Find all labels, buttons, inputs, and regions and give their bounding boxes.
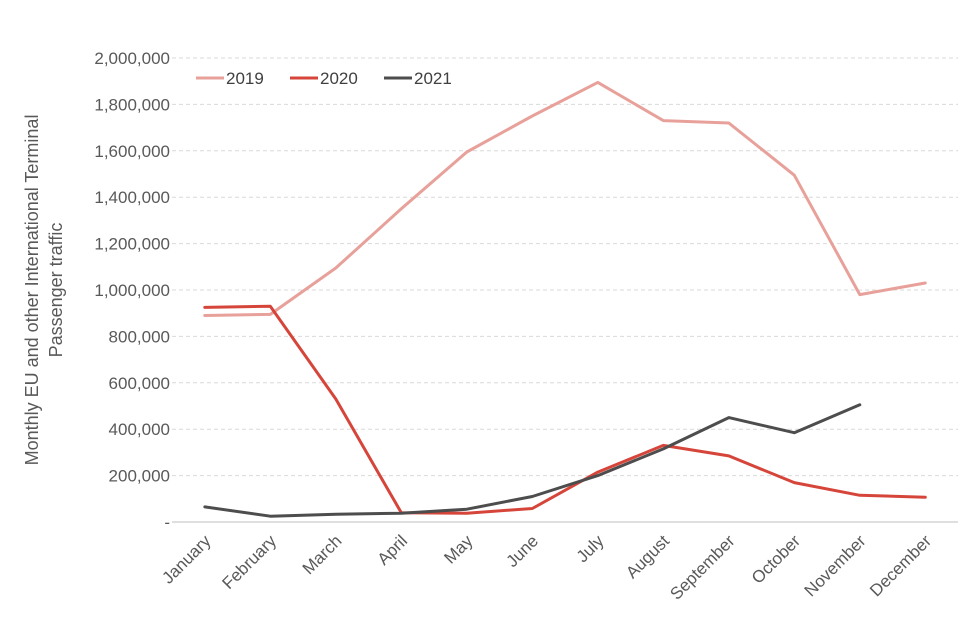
x-tick-label: April: [374, 531, 411, 568]
series-lines: [203, 80, 927, 518]
y-tick-label: 1,800,000: [94, 95, 170, 114]
legend-label-2019: 2019: [226, 69, 264, 88]
legend-label-2021: 2021: [414, 69, 452, 88]
x-tick-label: November: [801, 531, 870, 600]
x-tick-label: June: [503, 531, 543, 571]
series-line-2021: [203, 403, 862, 518]
x-axis-ticks: January February March April May June July Augu…: [158, 531, 935, 604]
x-tick-label: July: [573, 531, 608, 566]
x-tick-label: October: [748, 531, 804, 587]
gridlines: [172, 57, 958, 523]
x-tick-label: May: [440, 531, 476, 567]
x-tick-label: September: [666, 531, 738, 603]
x-tick-label: February: [219, 531, 281, 593]
y-tick-label: 2,000,000: [94, 49, 170, 68]
series-line-2020: [203, 304, 927, 515]
y-tick-label: 1,600,000: [94, 142, 170, 161]
x-tick-label: December: [866, 531, 935, 600]
x-tick-label: March: [299, 531, 346, 578]
x-tick-label: January: [158, 531, 215, 588]
y-axis-ticks: - 200,000 400,000 600,000 800,000 1,000,000 1,…: [94, 49, 170, 532]
y-tick-label: 1,000,000: [94, 281, 170, 300]
y-axis-label-line-2: Passenger traffic: [46, 223, 66, 358]
series-line-2019: [203, 80, 927, 317]
y-tick-label: 1,200,000: [94, 235, 170, 254]
legend-label-2020: 2020: [320, 69, 358, 88]
legend: 2019 2020 2021: [196, 69, 452, 88]
y-tick-label: 1,400,000: [94, 188, 170, 207]
x-tick-label: August: [622, 531, 673, 582]
y-tick-label: 200,000: [109, 467, 170, 486]
y-tick-label: 800,000: [109, 327, 170, 346]
y-axis-label-line-1: Monthly EU and other International Termi…: [22, 115, 42, 466]
y-tick-label: 600,000: [109, 374, 170, 393]
y-tick-label: 400,000: [109, 420, 170, 439]
y-tick-label: -: [164, 513, 170, 532]
